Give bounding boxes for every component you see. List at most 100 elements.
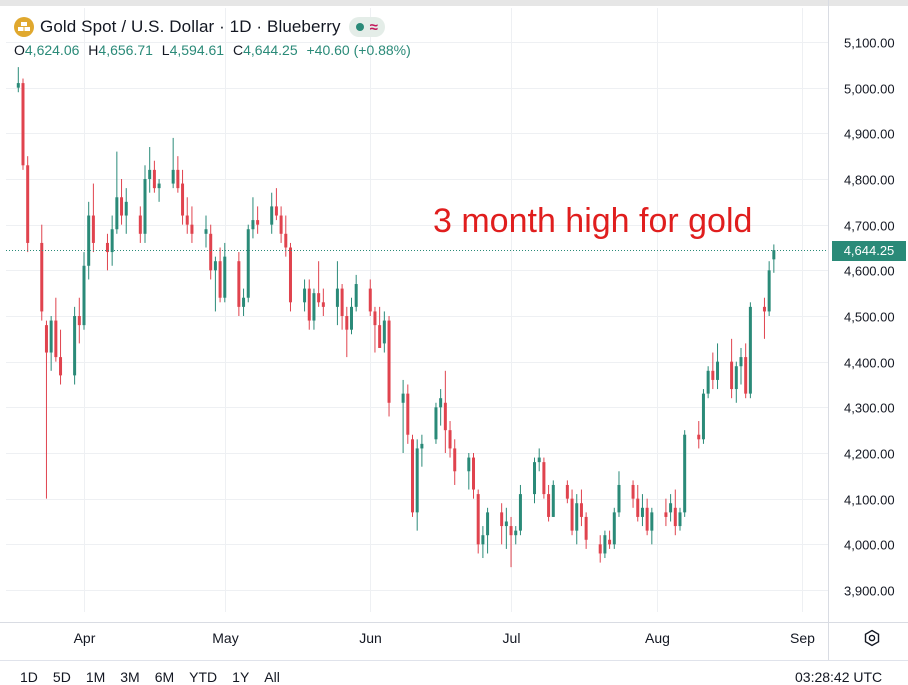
candle-body [570,498,574,531]
candle-body [378,325,382,348]
candle-down [476,489,480,554]
candle-body [420,443,424,449]
candle-body [739,357,743,367]
candle-body [110,229,114,253]
candle-body [734,366,738,390]
candle-up [270,192,274,234]
candle-body [730,361,734,390]
range-button-1d[interactable]: 1D [20,669,38,685]
gold-bars-icon[interactable] [14,17,34,37]
candle-down [26,156,30,253]
candle-down [279,206,283,243]
candle-up [335,261,339,326]
candle-up [73,306,77,385]
candle-body [373,311,377,326]
candle-body [59,357,63,376]
candle-up [415,439,419,531]
candle-down [340,284,344,330]
candle-down [542,457,546,499]
candle-body [664,512,668,517]
candle-up [124,188,128,234]
candle-body [274,206,278,216]
candle-up [537,448,541,472]
chart-axes: 5,100.00 5,000.00 4,900.00 4,800.00 4,700.00… [0,0,908,661]
y-tick-label: 5,000.00 [844,82,895,97]
candle-body [439,398,443,408]
candle-body [251,220,255,230]
range-button-all[interactable]: All [264,669,280,685]
candle-down [209,224,213,280]
x-tick-label: Jun [359,630,382,646]
candle-down [185,197,189,234]
candle-up [213,256,217,312]
candle-up [514,526,518,545]
candle-body [706,370,710,394]
candle-up [110,215,114,266]
candle-down [378,306,382,348]
candle-down [410,434,414,517]
candle-down [59,329,63,385]
candle-body [345,316,349,330]
candle-down [373,306,377,353]
status-pill[interactable]: ≈ [348,17,385,37]
range-button-3m[interactable]: 3M [120,669,140,685]
candle-body [138,215,142,234]
candle-up [467,453,471,490]
candle-down [598,535,602,563]
candle-body [340,288,344,316]
candle-down [288,242,292,312]
candle-up [612,507,616,549]
candle-down [21,78,25,170]
candle-up [16,67,20,93]
candle-up [575,494,579,545]
candle-body [105,242,109,253]
candle-body [697,434,701,440]
candle-body [237,261,241,307]
range-selector: 1D 5D 1M 3M 6M YTD 1Y All [20,669,280,685]
candle-body [650,512,654,531]
candle-body [533,462,537,495]
candle-body [73,316,77,376]
candle-body [256,220,260,225]
high-value: 4,656.71 [98,42,153,58]
y-tick-label: 4,400.00 [844,356,895,371]
candle-body [115,197,119,230]
candle-body [636,498,640,517]
range-button-1y[interactable]: 1Y [232,669,250,685]
candle-up [303,279,307,312]
candle-up [420,434,424,467]
candle-down [54,297,58,362]
candle-down [762,297,766,339]
range-button-6m[interactable]: 6M [154,669,175,685]
candle-up [486,507,490,554]
candle-up [706,366,710,399]
candle-down [120,179,124,225]
candle-up [551,480,555,517]
candle-body [617,484,621,513]
range-button-1m[interactable]: 1M [85,669,106,685]
candle-body [542,462,546,495]
candle-body [481,535,485,545]
candle-up [481,526,485,559]
candle-body [124,201,128,216]
candle-body [279,215,283,234]
candle-down [584,512,588,549]
candle-down [744,343,748,399]
candle-up [401,379,405,453]
range-button-ytd[interactable]: YTD [189,669,218,685]
x-tick-label: Jul [503,630,521,646]
candle-down [44,320,48,499]
y-tick-label: 4,300.00 [844,401,895,416]
candle-body [246,229,250,298]
candle-down [547,484,551,522]
candle-body [500,512,504,527]
candle-up [678,507,682,531]
close-label: C [232,42,244,58]
candle-body [772,250,776,260]
candle-up [767,261,771,316]
symbol-title[interactable]: Gold Spot / U.S. Dollar · 1D · Blueberry [40,17,341,36]
chart-settings-icon[interactable] [862,628,882,648]
candle-up [533,457,537,504]
range-button-5d[interactable]: 5D [52,669,71,685]
